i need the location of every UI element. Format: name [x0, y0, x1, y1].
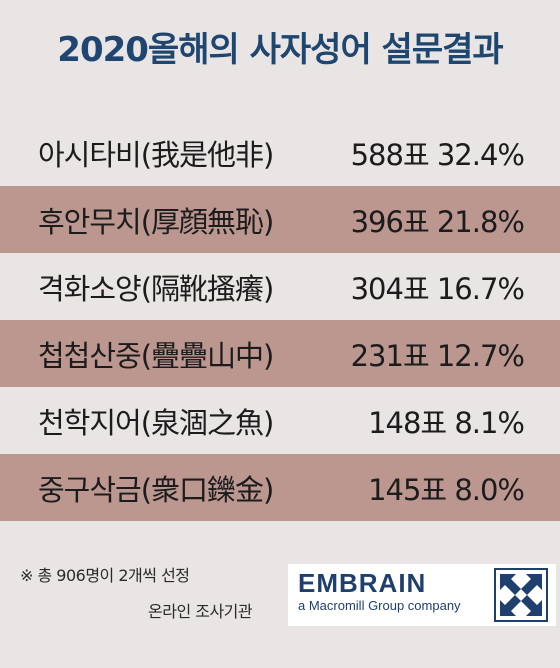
result-row: 천학지어(泉涸之魚) 148표 8.1%: [0, 387, 560, 454]
phrase-label: 중구삭금(衆口鑠金): [38, 472, 274, 507]
vote-stat: 396표 21.8%: [350, 204, 525, 239]
result-row: 중구삭금(衆口鑠金) 145표 8.0%: [0, 454, 560, 521]
result-row: 격화소양(隔靴搔癢) 304표 16.7%: [0, 253, 560, 320]
phrase-label: 첩첩산중(疊疊山中): [38, 338, 274, 373]
vote-stat: 588표 32.4%: [350, 137, 525, 172]
phrase-label: 격화소양(隔靴搔癢): [38, 271, 274, 306]
embrain-logo: EMBRAIN a Macromill Group company: [288, 564, 556, 626]
logo-tagline: a Macromill Group company: [298, 598, 461, 613]
phrase-label: 천학지어(泉涸之魚): [38, 405, 274, 440]
result-row: 첩첩산중(疊疊山中) 231표 12.7%: [0, 320, 560, 387]
result-row: 후안무치(厚顔無恥) 396표 21.8%: [0, 186, 560, 253]
source-label: 온라인 조사기관: [148, 602, 253, 621]
survey-note: ※ 총 906명이 2개씩 선정: [20, 566, 190, 585]
phrase-label: 아시타비(我是他非): [38, 137, 274, 172]
logo-name: EMBRAIN: [298, 568, 427, 598]
phrase-label: 후안무치(厚顔無恥): [38, 204, 274, 239]
vote-stat: 145표 8.0%: [368, 472, 525, 507]
vote-stat: 304표 16.7%: [350, 271, 525, 306]
result-row: 아시타비(我是他非) 588표 32.4%: [0, 119, 560, 186]
vote-stat: 231표 12.7%: [350, 338, 525, 373]
results-list: 아시타비(我是他非) 588표 32.4% 후안무치(厚顔無恥) 396표 21…: [0, 119, 560, 521]
infographic-title: 2020올해의 사자성어 설문결과: [57, 30, 503, 70]
vote-stat: 148표 8.1%: [368, 405, 525, 440]
embrain-arrows-icon: [494, 568, 548, 622]
